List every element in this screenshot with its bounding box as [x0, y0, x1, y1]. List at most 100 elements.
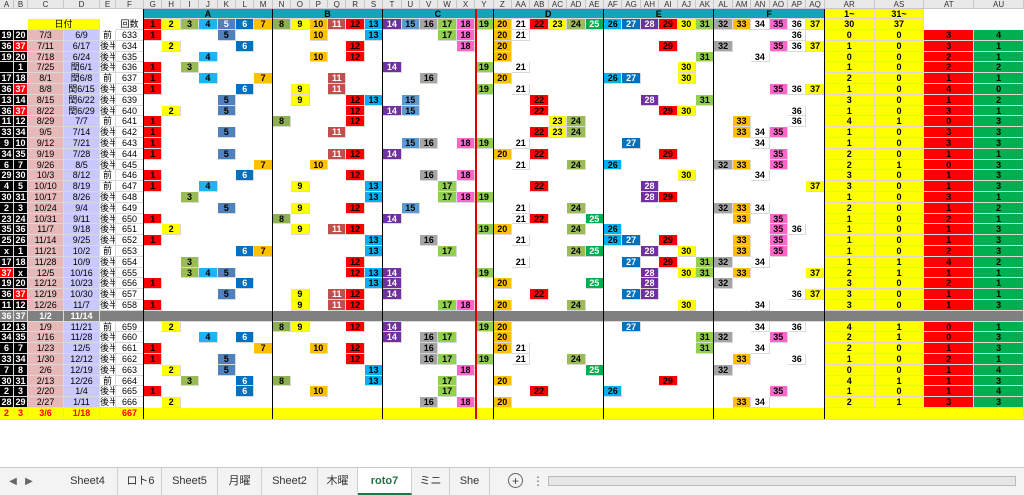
hit-cell-25[interactable]: 25	[585, 364, 604, 376]
hit-cell-18[interactable]: 18	[456, 30, 476, 41]
hit-cell-32[interactable]: 32	[714, 332, 733, 344]
hit-cell-32[interactable]: 32	[714, 278, 733, 290]
hit-cell-22[interactable]: 22	[530, 94, 549, 106]
row-cell-c[interactable]: 10/17	[28, 192, 64, 203]
hit-cell-5[interactable]: 5	[217, 127, 236, 138]
sheet-tab[interactable]: Sheet5	[162, 468, 218, 495]
hit-cell-12[interactable]: 12	[346, 224, 365, 236]
row-cell-a[interactable]: 33	[0, 127, 14, 138]
hit-cell-10[interactable]: 10	[309, 30, 328, 41]
row-cell-f[interactable]: 635	[116, 51, 144, 63]
row-cell-c[interactable]: 9/5	[28, 127, 64, 138]
row-cell-c[interactable]: 7/18	[28, 51, 64, 63]
column-header-q[interactable]: Q	[328, 0, 347, 9]
hit-cell-17[interactable]: 17	[438, 332, 457, 344]
column-header-b[interactable]: B	[14, 0, 28, 9]
column-header-u[interactable]: U	[401, 0, 420, 9]
hit-cell-25[interactable]: 25	[585, 278, 604, 290]
hit-cell-13[interactable]: 13	[364, 30, 384, 41]
hit-cell-35[interactable]: 35	[769, 40, 788, 52]
row-cell-d[interactable]: 8/26	[64, 192, 100, 203]
hit-cell-27[interactable]: 27	[622, 289, 641, 300]
row-cell-c[interactable]: 7/11	[28, 40, 64, 52]
hit-cell-20[interactable]: 20	[493, 30, 512, 41]
row-cell-d[interactable]: 7/21	[64, 138, 100, 149]
row-cell-d[interactable]: 12/19	[64, 364, 100, 376]
row-cell-e[interactable]: 後半	[100, 159, 116, 171]
hit-cell-20[interactable]: 20	[493, 148, 512, 160]
row-cell-f[interactable]: 657	[116, 289, 144, 300]
row-cell-d[interactable]: 7/28	[64, 148, 100, 160]
hit-cell-24[interactable]: 24	[567, 224, 586, 236]
hit-cell-36[interactable]: 36	[788, 105, 807, 117]
hit-cell-17[interactable]: 17	[438, 386, 457, 398]
column-header-j[interactable]: J	[199, 0, 218, 9]
row-cell-b[interactable]: 24	[14, 213, 28, 225]
row-cell-c[interactable]: 12/19	[28, 289, 64, 300]
column-header-c[interactable]: C	[28, 0, 64, 9]
row-cell-e[interactable]: 後半	[100, 40, 116, 52]
hit-cell-26[interactable]: 26	[604, 224, 623, 236]
row-cell-f[interactable]: 652	[116, 235, 144, 246]
column-header-g[interactable]: G	[144, 0, 163, 9]
hit-cell-30[interactable]: 30	[677, 267, 696, 279]
column-header-am[interactable]: AM	[732, 0, 752, 9]
hit-cell-18[interactable]: 18	[456, 170, 476, 182]
row-cell-e[interactable]: 後半	[100, 354, 116, 365]
hit-cell-20[interactable]: 20	[493, 343, 512, 354]
hit-cell-1[interactable]: 1	[144, 386, 163, 398]
hit-cell-33[interactable]: 33	[732, 213, 752, 225]
row-cell-d[interactable]: 1/4	[64, 386, 100, 398]
hit-cell-1[interactable]: 1	[144, 278, 163, 290]
row-cell-a[interactable]: 13	[0, 94, 14, 106]
hit-cell-11[interactable]: 11	[328, 289, 347, 300]
hit-cell-24[interactable]: 24	[567, 159, 586, 171]
row-cell-c[interactable]: 10/10	[28, 181, 64, 192]
hit-cell-30[interactable]: 30	[677, 170, 696, 182]
row-cell-f[interactable]: 655	[116, 267, 144, 279]
hit-cell-1[interactable]: 1	[144, 170, 163, 182]
row-cell-d[interactable]: 12/5	[64, 343, 100, 354]
row-cell-b[interactable]: 35	[14, 332, 28, 344]
column-header-an[interactable]: AN	[751, 0, 770, 9]
hit-cell-12[interactable]: 12	[346, 354, 365, 365]
hit-cell-36[interactable]: 36	[788, 30, 807, 41]
hit-cell-1[interactable]: 1	[144, 62, 163, 74]
row-cell-f[interactable]: 647	[116, 181, 144, 192]
hit-cell-19[interactable]: 19	[475, 192, 494, 203]
column-header-p[interactable]: P	[309, 0, 328, 9]
hit-cell-13[interactable]: 13	[364, 278, 384, 290]
hit-cell-16[interactable]: 16	[420, 235, 439, 246]
row-cell-d[interactable]: 10/16	[64, 267, 100, 279]
hit-cell-11[interactable]: 11	[328, 84, 347, 95]
hit-cell-1[interactable]: 1	[144, 213, 163, 225]
hit-cell-36[interactable]: 36	[788, 224, 807, 236]
row-cell-b[interactable]: 20	[14, 51, 28, 63]
hit-cell-1[interactable]: 1	[144, 235, 163, 246]
hit-cell-32[interactable]: 32	[714, 159, 733, 171]
hit-cell-5[interactable]: 5	[217, 289, 236, 300]
row-cell-c[interactable]: 11/21	[28, 246, 64, 257]
row-cell-f[interactable]: 634	[116, 40, 144, 52]
column-header-v[interactable]: V	[420, 0, 439, 9]
hit-cell-6[interactable]: 6	[236, 84, 255, 95]
row-cell-c[interactable]: 9/19	[28, 148, 64, 160]
row-cell-a[interactable]: x	[0, 246, 14, 257]
row-cell-a[interactable]: 36	[0, 289, 14, 300]
row-cell-e[interactable]: 前	[100, 116, 116, 128]
hit-cell-21[interactable]: 21	[512, 354, 531, 365]
hit-cell-18[interactable]: 18	[456, 138, 476, 149]
hit-cell-29[interactable]: 29	[659, 235, 678, 246]
hit-cell-24[interactable]: 24	[567, 202, 586, 214]
hit-cell-21[interactable]: 21	[512, 62, 531, 74]
column-header-ao[interactable]: AO	[769, 0, 788, 9]
hit-cell-22[interactable]: 22	[530, 213, 549, 225]
row-cell-b[interactable]: 30	[14, 170, 28, 182]
hit-cell-32[interactable]: 32	[714, 364, 733, 376]
row-cell-e[interactable]: 後半	[100, 84, 116, 95]
column-header-r[interactable]: R	[346, 0, 365, 9]
column-header-au[interactable]: AU	[974, 0, 1024, 9]
row-cell-c[interactable]: 1/23	[28, 343, 64, 354]
hit-cell-7[interactable]: 7	[254, 73, 273, 84]
hit-cell-28[interactable]: 28	[640, 289, 660, 300]
